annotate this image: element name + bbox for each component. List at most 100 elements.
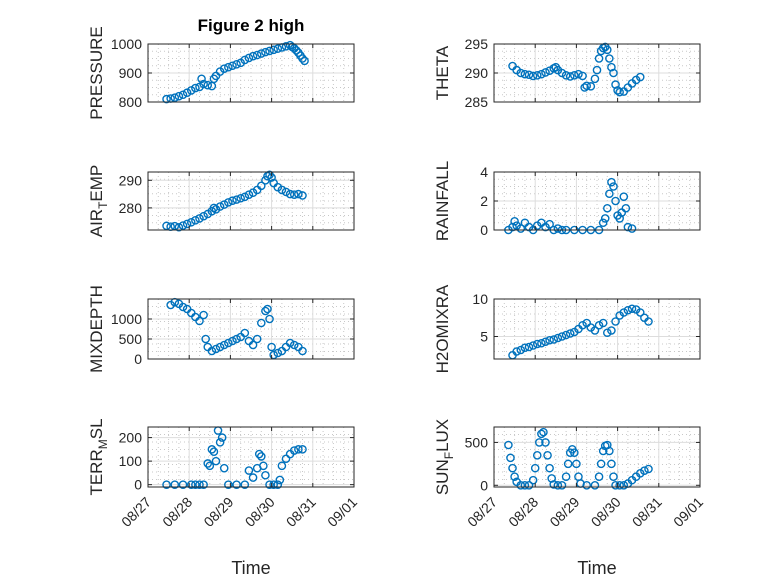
y-tick-label: 1000	[111, 311, 142, 327]
data-point	[615, 214, 624, 223]
data-point	[244, 466, 254, 475]
axes-box	[493, 426, 701, 488]
data-point	[603, 45, 612, 55]
data-point	[613, 86, 622, 95]
x-tick-label: 08/31	[629, 494, 665, 530]
data-point	[178, 302, 188, 312]
data-point	[232, 60, 241, 69]
data-point	[224, 62, 233, 72]
data-point	[516, 224, 526, 233]
data-point	[228, 196, 237, 206]
data-point	[178, 90, 188, 100]
data-point	[162, 221, 171, 231]
data-point	[236, 193, 245, 203]
data-point	[224, 338, 233, 348]
data-point	[537, 338, 546, 348]
data-point	[197, 74, 206, 84]
subplot-mixdepth: 0 500 1000 MIXDEPTH	[87, 285, 355, 373]
data-point	[532, 339, 542, 349]
data-point	[520, 480, 530, 490]
data-point	[611, 196, 620, 206]
data-point	[228, 61, 237, 71]
data-point	[191, 216, 200, 225]
subplot-pressure: 800 900 1000 PRESSURE	[87, 26, 355, 120]
data-point	[178, 221, 188, 230]
data-point	[207, 445, 217, 454]
data-point	[211, 344, 221, 354]
data-point	[590, 74, 600, 84]
data-point	[605, 446, 614, 456]
data-point	[598, 318, 608, 328]
y-axis-label: TERRMSL	[87, 418, 110, 495]
data-point	[561, 472, 571, 482]
data-point	[510, 472, 519, 482]
data-point	[516, 480, 526, 490]
data-point	[256, 318, 266, 328]
data-point	[292, 46, 301, 55]
data-point	[252, 50, 262, 60]
data-point	[528, 341, 538, 350]
data-point	[228, 336, 237, 346]
data-point	[512, 347, 521, 356]
data-point	[219, 340, 229, 350]
data-point	[520, 69, 530, 79]
x-tick-label: 08/29	[546, 494, 582, 530]
y-tick-label: 0	[134, 351, 142, 367]
data-point	[191, 480, 200, 489]
data-point	[611, 317, 620, 326]
data-point	[209, 447, 219, 457]
data-point	[265, 314, 274, 324]
y-tick-label: 100	[119, 453, 143, 469]
data-point	[553, 480, 563, 490]
data-point	[263, 304, 272, 314]
y-tick-label: 290	[465, 65, 489, 81]
data-point	[209, 203, 219, 213]
data-point	[215, 342, 225, 352]
data-point	[592, 65, 602, 75]
y-tick-label: 0	[480, 477, 488, 493]
data-point	[281, 42, 291, 51]
data-point	[508, 463, 517, 473]
subplot-terr-msl: 0 100 200 08/27 08/28 08/29 08/30 08/31 09/01 Tim…	[87, 418, 360, 578]
data-point	[219, 200, 229, 209]
data-point	[162, 480, 171, 489]
axes-box	[147, 426, 355, 488]
data-point	[281, 187, 291, 197]
data-point	[545, 335, 554, 345]
data-point	[537, 69, 546, 79]
data-point	[256, 49, 266, 58]
data-point	[516, 345, 526, 355]
figure-title: Figure 2 high	[198, 16, 305, 35]
data-point	[570, 448, 579, 458]
y-axis-label: H2OMIXRA	[433, 284, 452, 373]
plot-area	[148, 299, 354, 359]
data-point	[545, 66, 554, 75]
x-tick-label: 08/27	[118, 494, 154, 530]
subplot-air-temp: 280 290 AIRTEMP	[87, 165, 355, 237]
data-point	[528, 71, 538, 81]
data-point	[582, 480, 592, 490]
data-point	[607, 326, 616, 335]
data-point	[605, 189, 614, 199]
data-point	[549, 335, 559, 344]
data-point	[195, 316, 204, 326]
x-tick-label: 08/30	[242, 494, 278, 530]
data-point	[269, 45, 278, 55]
data-point	[285, 189, 295, 199]
x-tick-label: 09/01	[324, 494, 360, 530]
data-point	[600, 214, 610, 223]
data-point	[224, 198, 233, 207]
data-point	[607, 459, 616, 469]
data-point	[524, 480, 534, 490]
data-point	[252, 334, 262, 344]
y-tick-label: 290	[119, 172, 143, 188]
data-point	[607, 62, 616, 72]
data-point	[635, 308, 645, 317]
data-point	[532, 450, 542, 460]
data-point	[590, 326, 600, 335]
data-point	[553, 333, 563, 343]
data-point	[273, 348, 283, 358]
data-point	[598, 446, 608, 456]
data-point	[611, 480, 620, 490]
data-point	[598, 218, 608, 228]
